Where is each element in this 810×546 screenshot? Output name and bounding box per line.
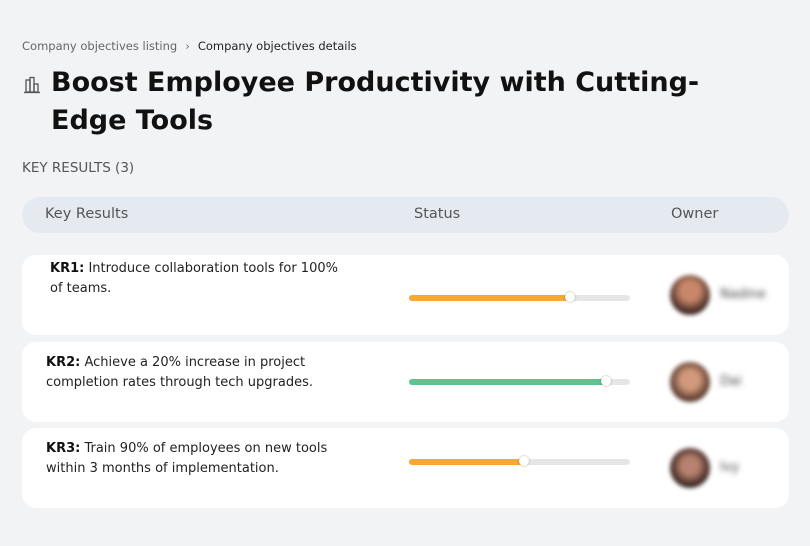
column-header: Status [414, 206, 461, 222]
progress-track [409, 456, 630, 466]
key-result-row: KR2: Achieve a 20% increase in project c… [22, 342, 789, 422]
key-result-description: Introduce collaboration tools for 100% o… [50, 261, 338, 296]
key-result-description: Achieve a 20% increase in project comple… [46, 355, 314, 390]
key-result-text: KR1: Introduce collaboration tools for 1… [50, 259, 340, 299]
progress-knob [600, 376, 611, 386]
owner-avatar [670, 275, 710, 315]
progress-track [409, 292, 630, 302]
progress-knob [518, 456, 529, 466]
owner-name: Dai [720, 374, 742, 389]
key-result-row: KR3: Train 90% of employees on new tools… [22, 428, 789, 508]
progress-fill [409, 459, 524, 465]
key-result-description: Train 90% of employees on new tools with… [46, 441, 328, 476]
breadcrumb-current: Company objectives details [197, 39, 357, 53]
owner-name: Ivy [720, 460, 740, 475]
objective-icon [24, 76, 40, 94]
separator: › [185, 39, 190, 53]
key-result-text: KR3: Train 90% of employees on new tools… [46, 439, 336, 479]
progress-track [409, 376, 630, 386]
owner-avatar [670, 362, 710, 402]
owner-avatar [670, 448, 710, 488]
section-label: KEY RESULTS (3) [22, 160, 135, 176]
progress-knob [565, 292, 576, 302]
page-title: Boost Employee Productivity with Cutting… [51, 67, 700, 136]
key-result-label: KR1: [50, 261, 85, 276]
key-result-text: KR2: Achieve a 20% increase in project c… [46, 353, 376, 393]
breadcrumb-link[interactable]: Company objectives listing [22, 39, 178, 53]
key-result-row: KR1: Introduce collaboration tools for 1… [22, 255, 789, 335]
breadcrumb: Company objectives listing › Company objec… [22, 39, 357, 53]
key-result-label: KR3: [46, 441, 81, 456]
table-header: Key Results Status Owner [22, 197, 789, 233]
key-result-label: KR2: [46, 355, 81, 370]
column-header: Owner [671, 206, 719, 222]
progress-fill [409, 379, 606, 385]
progress-fill [409, 295, 571, 301]
column-header: Key Results [45, 206, 129, 222]
owner-name: Nadine [720, 287, 766, 302]
